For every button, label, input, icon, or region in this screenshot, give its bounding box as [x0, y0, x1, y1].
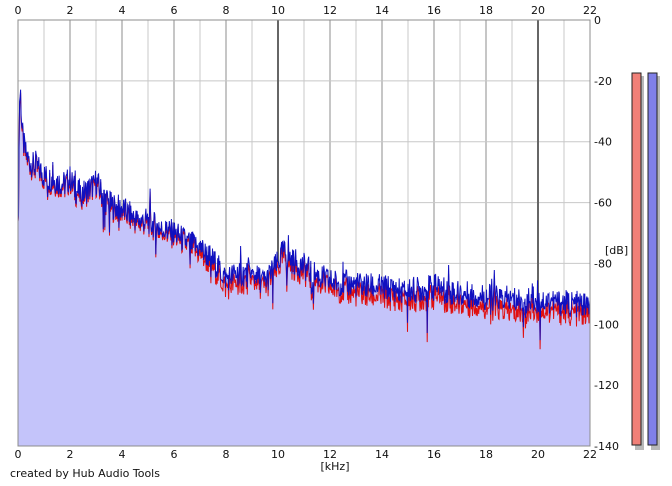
y-tick-label: -120: [594, 379, 619, 392]
x-tick-label-top: 8: [223, 4, 230, 17]
x-tick-label-top: 20: [531, 4, 545, 17]
y-tick-labels: 0 -20 -40 -60 -80 -100 -120 -140: [594, 14, 619, 453]
x-tick-label-bottom: 10: [271, 448, 285, 461]
y-axis-label: [dB]: [605, 244, 628, 257]
y-tick-label: 0: [594, 14, 601, 27]
x-tick-label-top: 16: [427, 4, 441, 17]
y-tick-label: -80: [594, 257, 612, 270]
x-tick-label-bottom: 16: [427, 448, 441, 461]
x-tick-label-bottom: 8: [223, 448, 230, 461]
meter-left: [631, 72, 642, 446]
x-tick-label-top: 18: [479, 4, 493, 17]
x-axis-label: [kHz]: [321, 460, 350, 473]
x-tick-label-top: 14: [375, 4, 389, 17]
x-tick-label-bottom: 20: [531, 448, 545, 461]
x-tick-label-top: 12: [323, 4, 337, 17]
x-tick-label-top: 22: [583, 4, 597, 17]
y-tick-label: -100: [594, 318, 619, 331]
x-tick-label-bottom: 4: [119, 448, 126, 461]
x-tick-label-top: 10: [271, 4, 285, 17]
footer-credit: created by Hub Audio Tools: [10, 467, 160, 480]
plot-border: [17, 19, 591, 447]
x-tick-label-top: 2: [67, 4, 74, 17]
y-tick-label: -40: [594, 136, 612, 149]
x-tick-label-bottom: 6: [171, 448, 178, 461]
meter-right: [647, 72, 658, 446]
x-tick-label-bottom: 22: [583, 448, 597, 461]
x-tick-label-bottom: 14: [375, 448, 389, 461]
x-tick-label-top: 4: [119, 4, 126, 17]
x-tick-label-top: 0: [15, 4, 22, 17]
y-tick-label: -140: [594, 440, 619, 453]
x-tick-label-bottom: 2: [67, 448, 74, 461]
spectrum-series: [17, 89, 591, 350]
x-tick-label-bottom: 0: [15, 448, 22, 461]
x-tick-label-top: 6: [171, 4, 178, 17]
y-tick-label: -60: [594, 197, 612, 210]
series-line-blue: [17, 89, 591, 341]
x-tick-label-bottom: 18: [479, 448, 493, 461]
x-tick-label-bottom: 12: [323, 448, 337, 461]
y-tick-label: -20: [594, 75, 612, 88]
